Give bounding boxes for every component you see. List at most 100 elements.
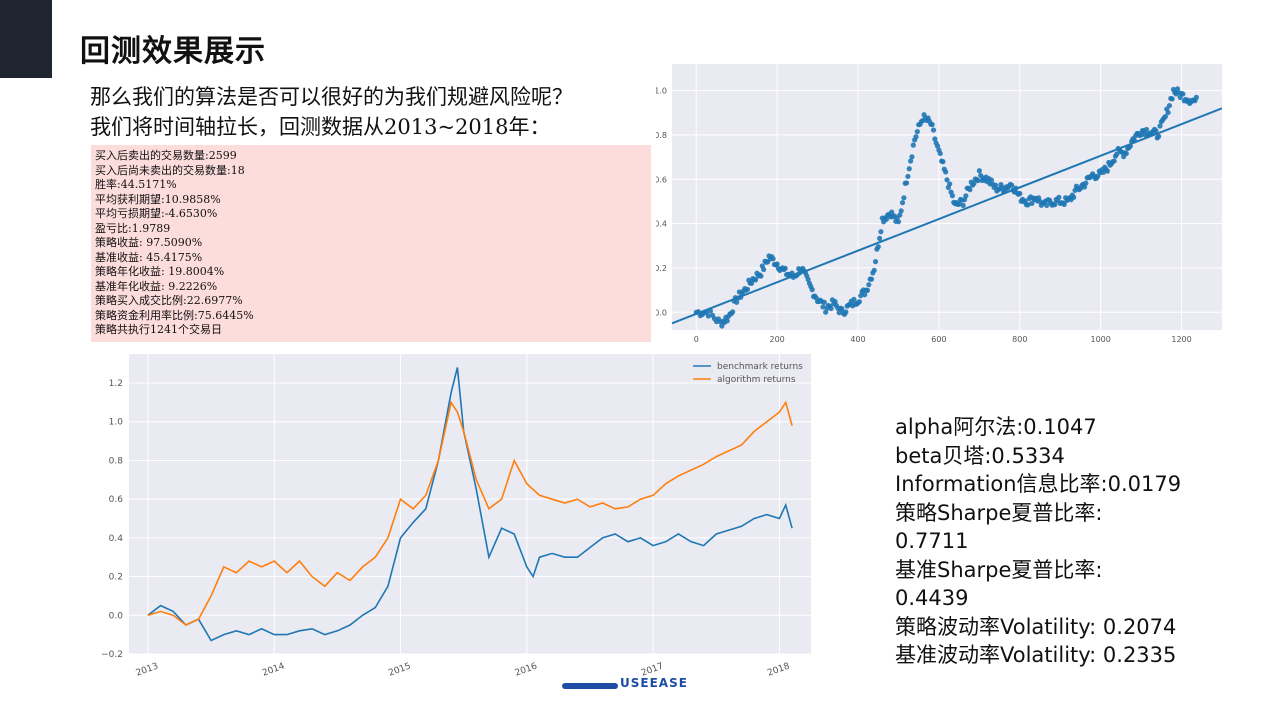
scatter-point <box>851 296 857 302</box>
legend-label: benchmark returns <box>717 362 803 372</box>
metric-line: 策略波动率Volatility: 0.2074 <box>895 614 1177 639</box>
scatter-point <box>1025 202 1031 208</box>
scatter-point <box>898 208 904 214</box>
scatter-point <box>1162 113 1168 120</box>
scatter-point <box>758 273 764 279</box>
scatter-point <box>875 244 881 250</box>
scatter-point <box>770 256 776 262</box>
x-tick-label: 400 <box>850 335 865 344</box>
stats-line: 策略买入成交比例:22.6977% <box>95 294 243 307</box>
stats-line: 胜率:44.5171% <box>95 178 177 191</box>
scatter-point <box>1156 133 1162 139</box>
scatter-point <box>914 129 920 135</box>
y-tick-label: 0.6 <box>656 175 667 184</box>
scatter-point <box>1017 190 1023 197</box>
scatter-point <box>862 292 868 298</box>
scatter-point <box>744 286 751 292</box>
scatter-point <box>913 134 919 140</box>
scatter-point <box>858 293 864 299</box>
series-line <box>147 367 793 642</box>
scatter-point <box>960 202 966 209</box>
stats-line: 买入后尚未卖出的交易数量:18 <box>95 163 245 177</box>
scatter-point <box>782 265 788 271</box>
scatter-point <box>883 216 889 222</box>
scatter-point <box>1029 200 1035 206</box>
scatter-point <box>1157 123 1163 129</box>
scatter-point <box>839 306 845 312</box>
scatter-point <box>1153 128 1159 134</box>
y-tick-label: −0.2 <box>101 650 123 660</box>
scatter-point <box>963 193 969 199</box>
scatter-point <box>897 212 903 218</box>
stats-line: 盈亏比:1.9789 <box>95 221 171 235</box>
scatter-point <box>967 187 973 193</box>
scatter-point <box>866 282 872 288</box>
scatter-point <box>856 299 862 305</box>
scatter-point <box>876 235 883 241</box>
x-tick-label: 2013 <box>135 662 160 679</box>
scatter-point <box>1114 151 1120 157</box>
y-tick-label: 0.0 <box>109 611 124 621</box>
scatter-point <box>943 169 949 175</box>
y-tick-label: 1.0 <box>656 87 667 96</box>
metric-line: 基准波动率Volatility: 0.2335 <box>895 643 1177 667</box>
scatter-point <box>1177 94 1183 101</box>
slide-title: 回测效果展示 <box>80 34 266 69</box>
scatter-point <box>828 305 834 312</box>
scatter-point <box>843 309 849 315</box>
metric-line: beta贝塔:0.5334 <box>895 443 1065 468</box>
scatter-point <box>832 298 838 305</box>
scatter-point <box>940 159 946 165</box>
scatter-point <box>932 136 938 142</box>
scatter-point <box>734 299 740 305</box>
stats-line: 策略年化收益: 19.8004% <box>95 265 225 278</box>
scatter-point <box>1009 182 1015 188</box>
x-tick-label: 200 <box>770 335 785 344</box>
scatter-point <box>872 259 879 265</box>
scatter-point <box>1111 158 1117 164</box>
scatter-point <box>809 287 815 293</box>
x-tick-label: 0 <box>694 335 699 344</box>
y-tick-label: 0.6 <box>109 495 124 505</box>
scatter-point <box>971 180 977 187</box>
stats-line: 策略收益: 97.5090% <box>95 236 203 249</box>
scatter-point <box>899 200 906 206</box>
scatter-point <box>992 182 999 188</box>
scatter-point <box>1169 96 1175 102</box>
intro-text: 那么我们的算法是否可以很好的为我们规避风险呢？ 我们将时间轴拉长，回测数据从20… <box>90 82 573 142</box>
scatter-point <box>820 304 826 310</box>
scatter-point <box>805 276 811 283</box>
intro-line-1: 那么我们的算法是否可以很好的为我们规避风险呢？ <box>90 85 573 109</box>
logo-text: USEEASE <box>620 676 688 690</box>
scatter-point <box>930 127 937 133</box>
y-tick-label: 1.2 <box>109 379 123 389</box>
x-tick-label: 800 <box>1012 335 1027 344</box>
corner-accent-block <box>0 0 52 78</box>
stats-line: 平均亏损期望:-4.6530% <box>95 207 218 220</box>
y-tick-label: 0.4 <box>656 220 667 229</box>
scatter-point <box>956 201 962 207</box>
scatter-point <box>774 261 780 267</box>
x-tick-label: 2016 <box>514 661 539 678</box>
scatter-point <box>934 143 941 149</box>
x-tick-label: 1000 <box>1090 335 1110 344</box>
scatter-point <box>1193 94 1199 100</box>
scatter-point <box>947 181 953 187</box>
scatter-point <box>868 276 875 282</box>
scatter-point <box>903 180 910 186</box>
scatter-point <box>1143 126 1150 133</box>
scatter-point <box>836 310 842 316</box>
backtest-stats-box: 买入后卖出的交易数量:2599 买入后尚未卖出的交易数量:18 胜率:44.51… <box>91 145 651 342</box>
stats-line: 基准年化收益: 9.2226% <box>95 279 218 293</box>
scatter-point <box>1180 91 1186 97</box>
intro-line-2: 我们将时间轴拉长，回测数据从2013~2018年： <box>90 115 551 139</box>
scatter-point <box>705 313 711 319</box>
scatter-regression-chart: 0 200 400 600 800 1000 1200 0.0 0.2 0.4 0.6 0.8 1.0 <box>656 64 1222 344</box>
stats-line: 平均获利期望:10.9858% <box>95 192 221 206</box>
scatter-point <box>821 299 827 305</box>
scatter-point <box>730 309 736 315</box>
metric-line: 基准Sharpe夏普比率: <box>895 557 1103 582</box>
scatter-point <box>1044 202 1050 209</box>
scatter-point <box>1083 180 1089 186</box>
metric-line: 策略Sharpe夏普比率: <box>895 500 1103 525</box>
